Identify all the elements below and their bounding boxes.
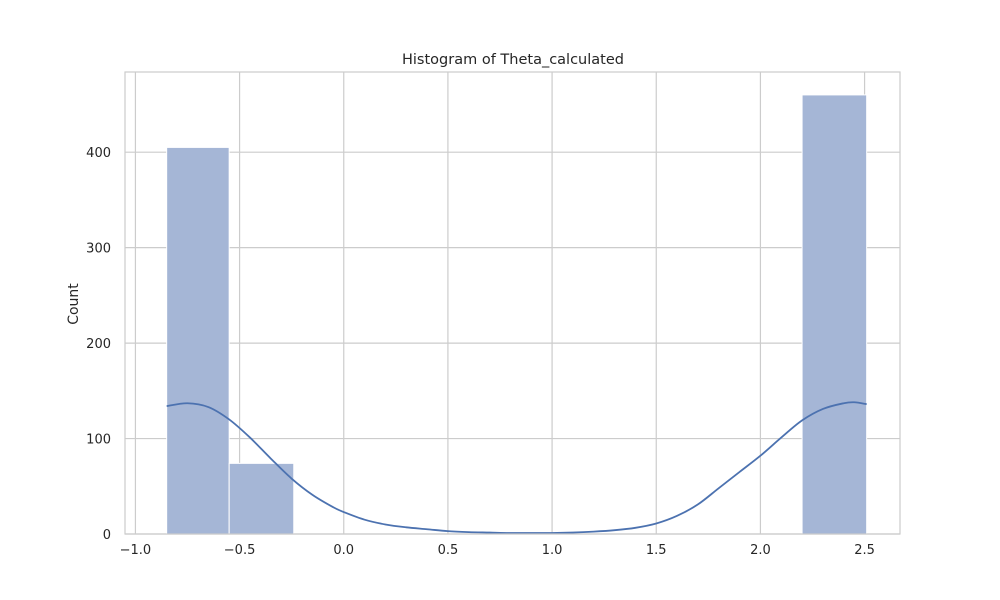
y-tick-label: 100 <box>86 433 111 448</box>
plot-frame <box>124 71 901 535</box>
x-tick-label: 2.5 <box>854 543 875 558</box>
x-tick-label: 1.5 <box>646 543 667 558</box>
x-tick-label: 0.0 <box>333 543 354 558</box>
y-axis-label: Count <box>66 283 82 325</box>
x-tick-label: −1.0 <box>120 543 152 558</box>
x-tick-label: 2.0 <box>750 543 771 558</box>
histogram-bar <box>228 462 295 535</box>
histogram-bar <box>801 94 868 535</box>
histogram-bars <box>166 94 868 535</box>
chart-title: Histogram of Theta_calculated <box>402 52 624 68</box>
kde-curve <box>166 401 867 534</box>
y-axis-ticks: 0 100 200 300 400 <box>86 146 111 543</box>
y-tick-label: 0 <box>103 528 111 543</box>
x-tick-label: 1.0 <box>542 543 563 558</box>
x-tick-label: 0.5 <box>438 543 459 558</box>
x-tick-label: −0.5 <box>224 543 256 558</box>
kde-curve-group <box>166 401 867 534</box>
y-tick-label: 200 <box>86 337 111 352</box>
y-tick-label: 300 <box>86 242 111 257</box>
histogram-bar <box>166 146 230 535</box>
y-tick-label: 400 <box>86 146 111 161</box>
x-axis-ticks: −1.0 −0.5 0.0 0.5 1.0 1.5 2.0 2.5 <box>120 543 875 558</box>
